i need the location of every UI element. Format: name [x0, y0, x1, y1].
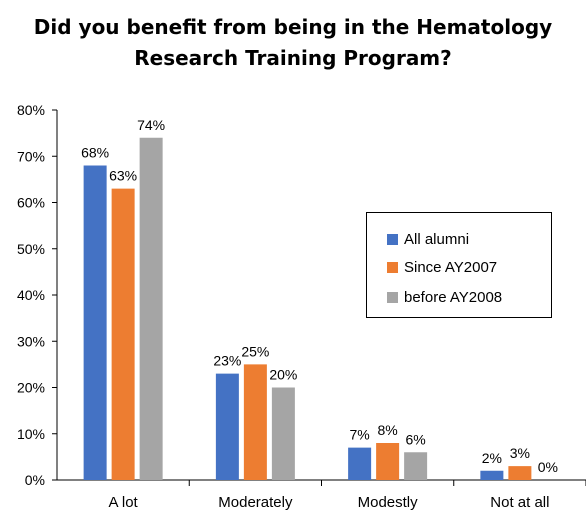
bar-all-alumni-modestly — [348, 447, 372, 480]
y-tick-label: 0% — [25, 472, 45, 488]
bar-since-ay2007-not-at-all — [508, 466, 532, 480]
legend-swatch-since-ay2007 — [387, 261, 398, 273]
legend-item-all-alumni: All alumni — [387, 227, 469, 251]
chart-title-line-2: Research Training Program? — [134, 46, 452, 70]
legend-item-before-ay2008: before AY2008 — [387, 285, 502, 309]
chart-title-line-1: Did you benefit from being in the Hemato… — [33, 15, 553, 39]
legend-label-since-ay2007: Since AY2007 — [404, 258, 498, 276]
data-label-all-alumni-a-lot: 68% — [81, 145, 109, 161]
y-tick-label: 40% — [17, 287, 45, 303]
x-tick-label: A lot — [109, 494, 139, 511]
bar-all-alumni-a-lot — [83, 165, 107, 480]
data-label-since-ay2007-moderately: 25% — [241, 343, 269, 359]
data-label-all-alumni-moderately: 23% — [213, 353, 241, 369]
x-tick-label: Modestly — [358, 494, 419, 511]
data-label-before-ay2008-not-at-all: 0% — [538, 459, 558, 475]
x-tick-label: Not at all — [490, 494, 549, 511]
bar-since-ay2007-a-lot — [111, 188, 135, 480]
legend-swatch-all-alumni — [387, 233, 398, 245]
data-label-since-ay2007-not-at-all: 3% — [510, 445, 530, 461]
legend-label-all-alumni: All alumni — [404, 230, 470, 248]
bar-before-ay2008-moderately — [271, 387, 295, 480]
y-tick-label: 80% — [17, 102, 45, 118]
x-tick-label: Moderately — [218, 494, 293, 511]
legend-label-before-ay2008: before AY2008 — [404, 288, 503, 306]
data-label-before-ay2008-moderately: 20% — [269, 367, 297, 383]
bar-before-ay2008-modestly — [404, 452, 428, 480]
chart-title: Did you benefit from being in the Hemato… — [0, 12, 586, 74]
bar-since-ay2007-moderately — [243, 364, 267, 480]
y-tick-label: 10% — [17, 426, 45, 442]
y-tick-label: 60% — [17, 195, 45, 211]
bar-all-alumni-moderately — [215, 373, 239, 480]
y-tick-label: 30% — [17, 333, 45, 349]
bar-before-ay2008-a-lot — [139, 137, 163, 480]
y-tick-label: 70% — [17, 148, 45, 164]
bar-all-alumni-not-at-all — [480, 470, 504, 480]
data-label-before-ay2008-a-lot: 74% — [137, 117, 165, 133]
y-tick-label: 50% — [17, 241, 45, 257]
chart-legend: All alumni Since AY2007 before AY2008 — [366, 212, 552, 318]
data-label-before-ay2008-modestly: 6% — [406, 431, 426, 447]
data-label-since-ay2007-a-lot: 63% — [109, 168, 137, 184]
data-label-all-alumni-not-at-all: 2% — [482, 450, 502, 466]
legend-item-since-ay2007: Since AY2007 — [387, 255, 497, 279]
bar-since-ay2007-modestly — [376, 443, 400, 480]
y-tick-label: 20% — [17, 380, 45, 396]
data-label-all-alumni-modestly: 7% — [350, 427, 370, 443]
legend-swatch-before-ay2008 — [387, 291, 398, 303]
data-label-since-ay2007-modestly: 8% — [378, 422, 398, 438]
